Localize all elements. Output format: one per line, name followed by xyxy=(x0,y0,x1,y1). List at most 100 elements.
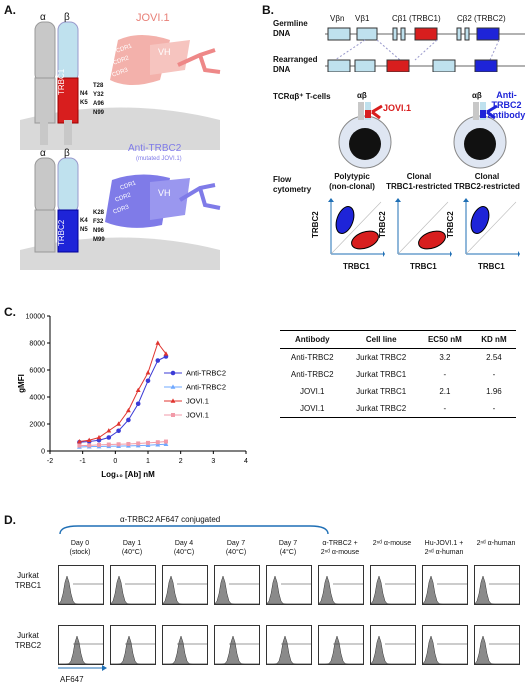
data-point xyxy=(126,407,131,413)
flow-plot-title-line2: TRBC2-restricted xyxy=(454,182,520,191)
x-tick-label: 4 xyxy=(244,458,248,465)
histogram-peak xyxy=(59,635,103,664)
histogram-plot xyxy=(318,625,364,665)
data-point xyxy=(77,443,82,448)
histogram-svg xyxy=(111,575,155,604)
y-tick-label: 6000 xyxy=(29,368,45,375)
histogram-svg xyxy=(475,575,519,604)
data-point xyxy=(163,439,168,444)
data-point xyxy=(146,440,150,445)
tcells-diagram xyxy=(338,102,507,169)
flow-plot-title-line1: Polytypic xyxy=(334,172,370,181)
trbc2-population xyxy=(470,206,490,234)
panel-b-label: B. xyxy=(262,3,274,17)
cell: Jurkat TRBC1 xyxy=(356,387,407,396)
histogram-peak xyxy=(371,635,415,664)
histogram-plot xyxy=(162,625,208,665)
flow-plot xyxy=(328,198,385,257)
histogram-plot xyxy=(474,625,520,665)
flow-y-axis-label: TRBC2 xyxy=(378,211,387,238)
series-line xyxy=(79,341,167,443)
legend-marker xyxy=(170,398,176,403)
histogram-column-title: Day 1 (40°C) xyxy=(102,539,162,557)
column-title-line2: (40°C) xyxy=(121,549,143,556)
data-point xyxy=(155,358,161,363)
x-tick-label: 1 xyxy=(146,458,150,465)
panel-a-label: A. xyxy=(4,3,16,17)
data-point xyxy=(135,387,141,393)
histogram-peak xyxy=(319,575,363,604)
trbc1-label: TRBC1 xyxy=(57,68,66,95)
jovi1-antibody xyxy=(110,35,221,85)
anti-line1: Anti-TRBC2 xyxy=(491,90,522,110)
trbc1-population xyxy=(351,230,379,250)
cell: Anti-TRBC2 xyxy=(290,353,334,362)
flow-y-axis-label: TRBC2 xyxy=(446,211,455,238)
data-point xyxy=(97,442,101,447)
x-tick-label: 3 xyxy=(211,458,215,465)
cell: Anti-TRBC2 xyxy=(290,370,334,379)
row-label-line1: Jurkat xyxy=(17,631,39,640)
ab-label-2: αβ xyxy=(472,91,482,100)
cell: - xyxy=(443,370,447,379)
res-n5: N5 xyxy=(80,227,88,233)
res-n4: N4 xyxy=(80,91,88,97)
histogram-column-title: Day 7 (40°C) xyxy=(206,539,266,557)
anti-trbc2-antibody xyxy=(105,174,221,228)
column-title-line2: (stock) xyxy=(69,549,91,556)
rearranged-label: Rearranged DNA xyxy=(273,55,317,75)
data-point xyxy=(163,441,169,447)
histogram-plot xyxy=(422,565,468,605)
column-title-line1: Day 7 xyxy=(226,540,246,547)
flow-plot xyxy=(395,198,452,257)
trbc2-label: TRBC2 xyxy=(57,219,66,246)
res-y32: Y32 xyxy=(93,92,104,98)
x-tick-label: -2 xyxy=(47,458,53,465)
cell: - xyxy=(492,370,496,379)
res-m99: M99 xyxy=(93,237,105,243)
trbc1-population xyxy=(418,230,446,250)
histogram-column-title: Day 0 (stock) xyxy=(50,539,110,557)
histogram-peak xyxy=(215,635,259,664)
histogram-peak xyxy=(475,575,519,604)
res-t28: T28 xyxy=(93,83,104,89)
conjugated-bracket xyxy=(59,525,329,535)
data-point xyxy=(126,441,131,446)
y-tick-label: 4000 xyxy=(29,395,45,402)
cell: 3.2 xyxy=(439,353,451,362)
histogram-peak xyxy=(163,575,207,604)
histogram-plot xyxy=(162,565,208,605)
beta-label-bottom: β xyxy=(64,148,70,159)
cell: JOVI.1 xyxy=(280,400,345,418)
flow-line1: Flow xyxy=(273,175,292,184)
data-point xyxy=(155,440,160,445)
cell: Jurkat TRBC2 xyxy=(344,400,418,418)
ab-label-1: αβ xyxy=(357,91,367,100)
histogram-peak xyxy=(423,635,467,664)
histogram-plot xyxy=(214,625,260,665)
histogram-plot xyxy=(110,565,156,605)
res-k4: K4 xyxy=(80,218,88,224)
y-axis-label: gMFI xyxy=(17,374,26,393)
column-title-line1: α-TRBC2 + xyxy=(322,540,358,547)
flow-x-axis-label: TRBC1 xyxy=(410,262,437,271)
histogram-column-title: 2ⁿᵈ α-mouse xyxy=(362,539,422,548)
histogram-row-label: Jurkat TRBC1 xyxy=(4,571,52,591)
anti-trbc2-label: Anti-TRBC2 xyxy=(128,143,182,154)
tcells-label: TCRαβ⁺ T-cells xyxy=(273,92,331,101)
histogram-column-title: Day 7 (4°C) xyxy=(258,539,318,557)
cb1-gene xyxy=(414,27,438,41)
series-line xyxy=(79,356,167,443)
flow-label: Flow cytometry xyxy=(273,175,311,195)
vb1-gene xyxy=(356,27,378,41)
gene-vbn: Vβn xyxy=(330,14,345,23)
histogram-peak xyxy=(423,575,467,604)
legend-label: Anti-TRBC2 xyxy=(186,383,226,392)
jovi1-tcell-label: JOVI.1 xyxy=(383,103,412,113)
legend-marker xyxy=(171,413,175,417)
column-title-line1: Hu-JOVI.1 + xyxy=(424,540,464,547)
cell: 2.1 xyxy=(439,387,451,396)
column-title-line2: (4°C) xyxy=(279,549,297,556)
res-n99: N99 xyxy=(93,110,105,116)
alpha-label-bottom: α xyxy=(40,148,46,159)
